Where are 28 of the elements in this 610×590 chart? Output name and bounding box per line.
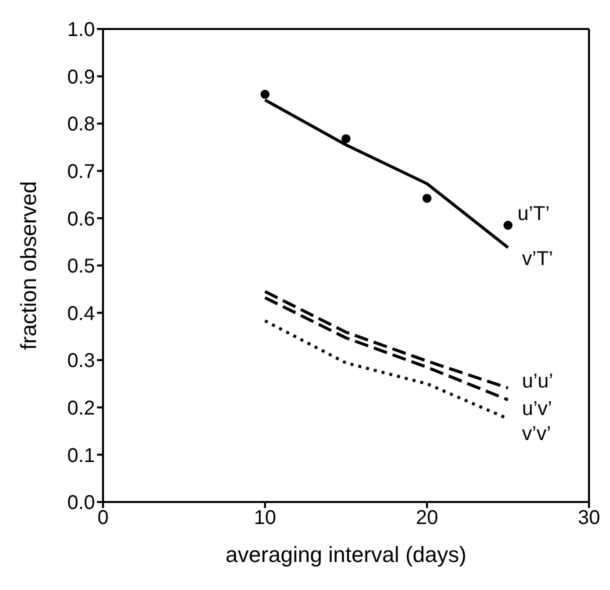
point [503,220,513,230]
y-tick-label: 0.0 [67,492,95,514]
y-tick-label: 0.8 [67,114,95,136]
y-axis-title: fraction observed [16,181,41,350]
y-tick-label: 0.3 [67,350,95,372]
y-tick-label: 1.0 [67,19,95,42]
y-tick-label: 0.6 [67,208,95,230]
point [260,90,270,99]
y-tick-label: 0.9 [67,66,95,88]
y-tick-label: 0.2 [67,398,95,420]
x-tick-label: 0 [97,507,109,530]
y-tick-label: 0.4 [67,302,95,325]
series-label: v’T’ [522,248,554,270]
y-tick-label: 0.7 [67,161,95,183]
x-axis-title: averaging interval (days) [226,542,466,567]
x-tick-label: 10 [254,507,276,530]
series-label: u’T’ [517,203,550,226]
y-tick-label: 0.5 [67,256,95,278]
point [341,134,351,144]
series-label: v’v’ [522,423,551,446]
y-tick-label: 0.1 [67,444,95,467]
series-label: u’u’ [522,370,554,392]
line-series [264,296,510,402]
point [422,194,432,203]
line-series [264,290,510,390]
x-tick-label: 20 [416,507,438,530]
x-tick-label: 30 [578,507,600,530]
series-label: u’v’ [522,398,552,420]
